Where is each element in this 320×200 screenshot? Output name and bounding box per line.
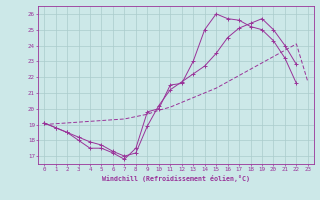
- X-axis label: Windchill (Refroidissement éolien,°C): Windchill (Refroidissement éolien,°C): [102, 175, 250, 182]
